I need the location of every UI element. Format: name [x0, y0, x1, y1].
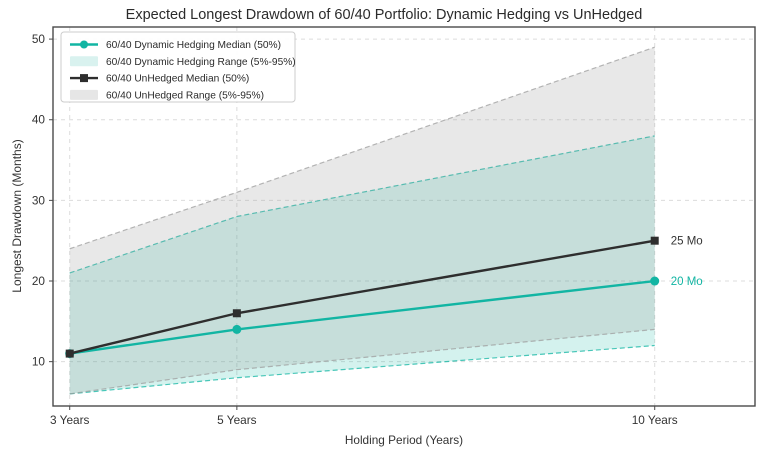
legend-box [60, 31, 296, 103]
x-axis-label: Holding Period (Years) [344, 433, 464, 447]
range-band [69, 135, 655, 394]
x-tick-label: 5 Years [217, 413, 256, 427]
legend-band-swatch [70, 56, 98, 67]
data-point-marker [232, 309, 241, 318]
y-tick-label: 10 [32, 355, 46, 369]
end-label: 25 Mo [671, 236, 703, 248]
y-tick-label: 20 [32, 274, 46, 288]
range-band [69, 47, 655, 394]
y-tick-label: 30 [32, 193, 46, 207]
range-band-edge [69, 46, 655, 250]
x-tick-label: 3 Years [50, 413, 89, 427]
legend-circle-marker-icon [80, 40, 88, 49]
data-point-marker [650, 276, 660, 286]
legend-item-label: 60/40 UnHedged Median (50%) [106, 74, 249, 85]
y-tick-label: 40 [32, 113, 46, 127]
legend-item: 60/40 Dynamic Hedging Median (50%) [70, 40, 281, 51]
legend-item-label: 60/40 Dynamic Hedging Range (5%-95%) [106, 57, 296, 68]
y-axis-label: Longest Drawdown (Months) [10, 139, 24, 293]
legend-item: 60/40 UnHedged Range (5%-95%) [70, 89, 264, 101]
x-tick-label: 10 Years [632, 413, 678, 427]
data-point-marker [232, 324, 242, 334]
plot-border [52, 26, 756, 407]
legend-item-label: 60/40 UnHedged Range (5%-95%) [106, 90, 264, 101]
data-point-marker [650, 236, 659, 245]
range-band-edge [69, 135, 655, 274]
range-band-edge [69, 328, 655, 395]
legend-item-label: 60/40 Dynamic Hedging Median (50%) [106, 40, 281, 51]
legend-square-marker-icon [80, 74, 88, 83]
data-point-marker [65, 349, 74, 358]
y-tick-label: 50 [32, 32, 46, 46]
legend-band-swatch [70, 89, 98, 100]
chart-title: Expected Longest Drawdown of 60/40 Portf… [125, 7, 643, 23]
legend-item: 60/40 UnHedged Median (50%) [70, 74, 249, 85]
legend: 60/40 Dynamic Hedging Median (50%) 60/40 … [60, 31, 296, 103]
legend-item: 60/40 Dynamic Hedging Range (5%-95%) [70, 56, 296, 68]
end-label: 20 Mo [671, 276, 703, 288]
